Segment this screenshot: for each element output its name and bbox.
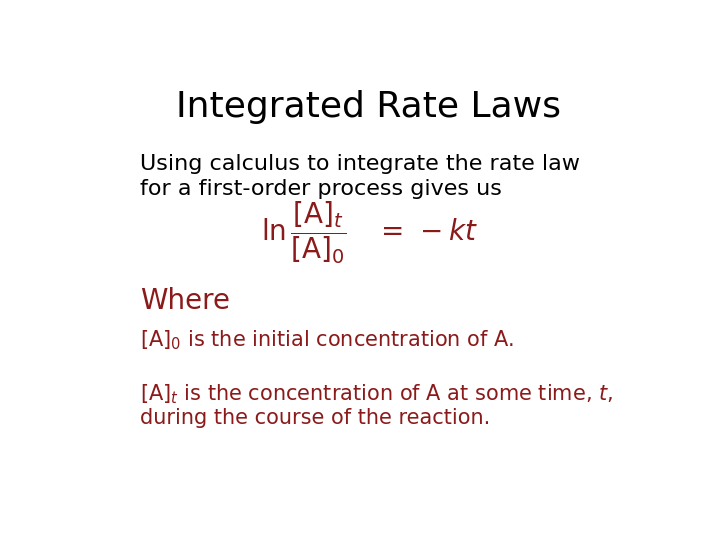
Text: during the course of the reaction.: during the course of the reaction. bbox=[140, 408, 490, 428]
Text: Using calculus to integrate the rate law: Using calculus to integrate the rate law bbox=[140, 154, 580, 174]
Text: Where: Where bbox=[140, 287, 230, 315]
Text: for a first-order process gives us: for a first-order process gives us bbox=[140, 179, 502, 199]
Text: Integrated Rate Laws: Integrated Rate Laws bbox=[176, 90, 562, 124]
Text: $[\mathrm{A}]_t$ is the concentration of A at some time, $t$,: $[\mathrm{A}]_t$ is the concentration of… bbox=[140, 383, 613, 407]
Text: $[\mathrm{A}]_0$ is the initial concentration of A.: $[\mathrm{A}]_0$ is the initial concentr… bbox=[140, 329, 514, 353]
Text: $\mathrm{ln}\,\dfrac{[\mathrm{A}]_t}{[\mathrm{A}]_0}\quad=\,-kt$: $\mathrm{ln}\,\dfrac{[\mathrm{A}]_t}{[\m… bbox=[261, 200, 477, 266]
